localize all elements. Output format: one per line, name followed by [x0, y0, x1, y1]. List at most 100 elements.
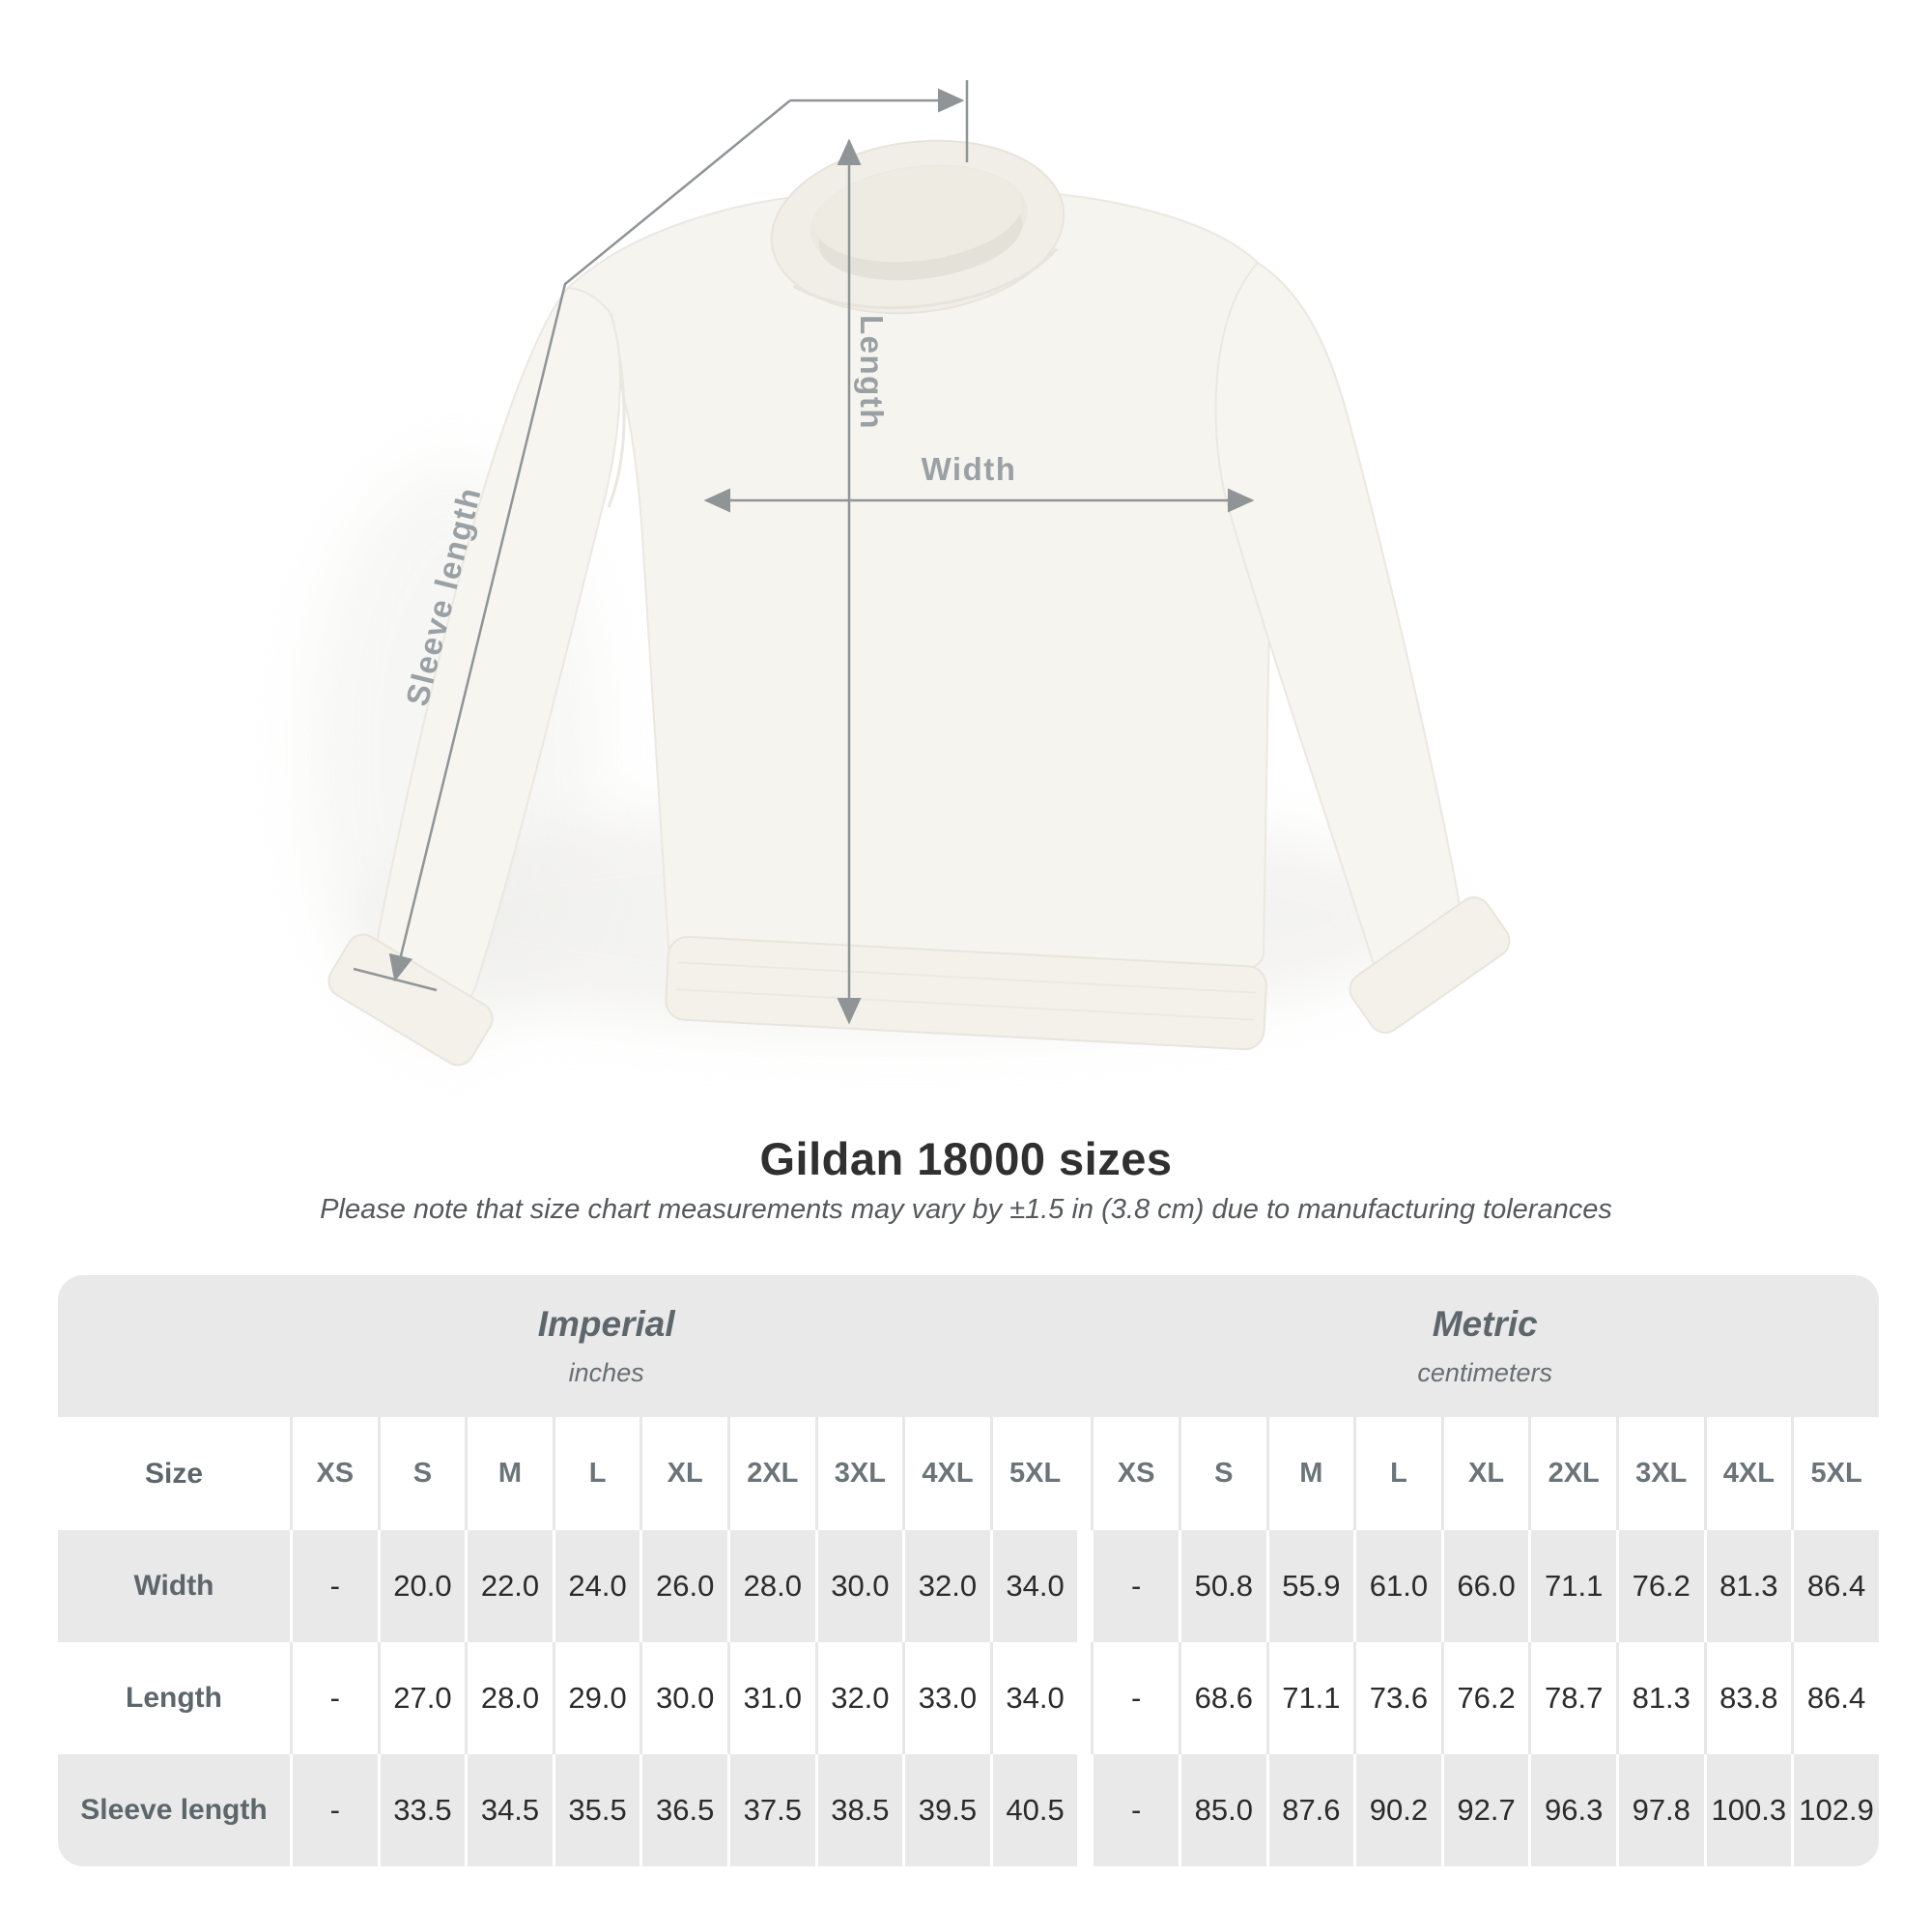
value-cell: 68.6: [1178, 1642, 1266, 1754]
value-cell: 38.5: [814, 1754, 903, 1866]
value-cell: 81.3: [1703, 1530, 1792, 1642]
size-col-header: 5XL: [989, 1417, 1078, 1530]
size-col-header: XS: [1091, 1417, 1179, 1530]
value-cell: 27.0: [377, 1642, 466, 1754]
size-col-header: 3XL: [814, 1417, 903, 1530]
value-cell: 71.1: [1528, 1530, 1616, 1642]
length-row: Length - 27.0 28.0 29.0 30.0 31.0 32.0 3…: [58, 1642, 1879, 1754]
value-cell: 40.5: [989, 1754, 1078, 1866]
row-label: Length: [58, 1642, 291, 1754]
value-cell: 90.2: [1353, 1754, 1441, 1866]
imperial-group-header: Imperial inches: [58, 1275, 1078, 1417]
value-cell: -: [290, 1530, 378, 1642]
value-cell: 85.0: [1178, 1754, 1266, 1866]
waistband: [665, 935, 1267, 1051]
value-cell: 28.0: [726, 1530, 815, 1642]
value-cell: 34.5: [465, 1754, 553, 1866]
size-col-header: XS: [290, 1417, 378, 1530]
size-chart-table: Imperial inches Metric centimeters Size …: [58, 1275, 1879, 1866]
value-cell: 83.8: [1703, 1642, 1792, 1754]
size-col-header: 2XL: [726, 1417, 815, 1530]
value-cell: 78.7: [1528, 1642, 1616, 1754]
size-col-header: S: [377, 1417, 466, 1530]
value-cell: 102.9: [1791, 1754, 1879, 1866]
size-col-header: XL: [639, 1417, 727, 1530]
value-cell: 34.0: [989, 1530, 1078, 1642]
waistband-rib: [677, 961, 1257, 994]
value-cell: 76.2: [1615, 1530, 1704, 1642]
size-col-header: M: [1265, 1417, 1354, 1530]
metric-group-header: Metric centimeters: [1091, 1275, 1879, 1417]
value-cell: 71.1: [1265, 1642, 1354, 1754]
waistband-rib: [675, 988, 1256, 1021]
group-divider: [1077, 1530, 1092, 1642]
value-cell: 22.0: [465, 1530, 553, 1642]
sleeve-length-dimension-line: [353, 80, 969, 992]
imperial-group-unit: inches: [568, 1358, 644, 1387]
size-col-header: 4XL: [1703, 1417, 1792, 1530]
size-col-header: S: [1178, 1417, 1266, 1530]
right-cuff: [1349, 896, 1511, 1034]
row-label: Width: [58, 1530, 291, 1642]
value-cell: -: [1091, 1530, 1179, 1642]
value-cell: 35.5: [552, 1754, 640, 1866]
imperial-group-name: Imperial: [537, 1304, 675, 1344]
size-header-row: Size XS S M L XL 2XL 3XL 4XL 5XL XS S M …: [58, 1417, 1879, 1530]
row-label: Sleeve length: [58, 1754, 291, 1866]
value-cell: 86.4: [1791, 1530, 1879, 1642]
group-divider: [1077, 1417, 1092, 1530]
value-cell: -: [1091, 1642, 1179, 1754]
value-cell: 28.0: [465, 1642, 553, 1754]
value-cell: 100.3: [1703, 1754, 1792, 1866]
value-cell: 36.5: [639, 1754, 727, 1866]
length-dimension-label: Length: [854, 315, 890, 430]
value-cell: 34.0: [989, 1642, 1078, 1754]
left-cuff: [327, 933, 494, 1066]
unit-group-header-row: Imperial inches Metric centimeters: [58, 1275, 1879, 1417]
value-cell: 86.4: [1791, 1642, 1879, 1754]
value-cell: 30.0: [814, 1530, 903, 1642]
sweatshirt-figure: Length Width Sleeve length: [327, 80, 1511, 1066]
size-col-header: L: [552, 1417, 640, 1530]
group-divider: [1077, 1642, 1092, 1754]
value-cell: 61.0: [1353, 1530, 1441, 1642]
value-cell: 66.0: [1440, 1530, 1529, 1642]
value-cell: 33.0: [902, 1642, 990, 1754]
group-divider: [1077, 1275, 1092, 1417]
value-cell: 81.3: [1615, 1642, 1704, 1754]
value-cell: 96.3: [1528, 1754, 1616, 1866]
page-title: Gildan 18000 sizes: [759, 1133, 1173, 1184]
value-cell: 50.8: [1178, 1530, 1266, 1642]
value-cell: 30.0: [639, 1642, 727, 1754]
group-divider: [1077, 1754, 1092, 1866]
size-col-header: XL: [1440, 1417, 1529, 1530]
value-cell: -: [290, 1754, 378, 1866]
value-cell: 29.0: [552, 1642, 640, 1754]
value-cell: 73.6: [1353, 1642, 1441, 1754]
value-cell: 87.6: [1265, 1754, 1354, 1866]
value-cell: 39.5: [902, 1754, 990, 1866]
width-dimension-label: Width: [922, 451, 1017, 487]
value-cell: -: [290, 1642, 378, 1754]
value-cell: 37.5: [726, 1754, 815, 1866]
value-cell: 33.5: [377, 1754, 466, 1866]
value-cell: 31.0: [726, 1642, 815, 1754]
size-header-label: Size: [58, 1417, 291, 1530]
value-cell: 26.0: [639, 1530, 727, 1642]
metric-group-name: Metric: [1432, 1304, 1538, 1344]
value-cell: 20.0: [377, 1530, 466, 1642]
value-cell: 97.8: [1615, 1754, 1704, 1866]
size-col-header: 4XL: [902, 1417, 990, 1530]
value-cell: -: [1091, 1754, 1179, 1866]
sleeve-length-row: Sleeve length - 33.5 34.5 35.5 36.5 37.5…: [58, 1754, 1879, 1866]
value-cell: 76.2: [1440, 1642, 1529, 1754]
size-col-header: M: [465, 1417, 553, 1530]
size-col-header: 3XL: [1615, 1417, 1704, 1530]
size-col-header: 2XL: [1528, 1417, 1616, 1530]
value-cell: 32.0: [902, 1530, 990, 1642]
tolerance-note: Please note that size chart measurements…: [320, 1194, 1612, 1225]
value-cell: 92.7: [1440, 1754, 1529, 1866]
value-cell: 24.0: [552, 1530, 640, 1642]
value-cell: 32.0: [814, 1642, 903, 1754]
